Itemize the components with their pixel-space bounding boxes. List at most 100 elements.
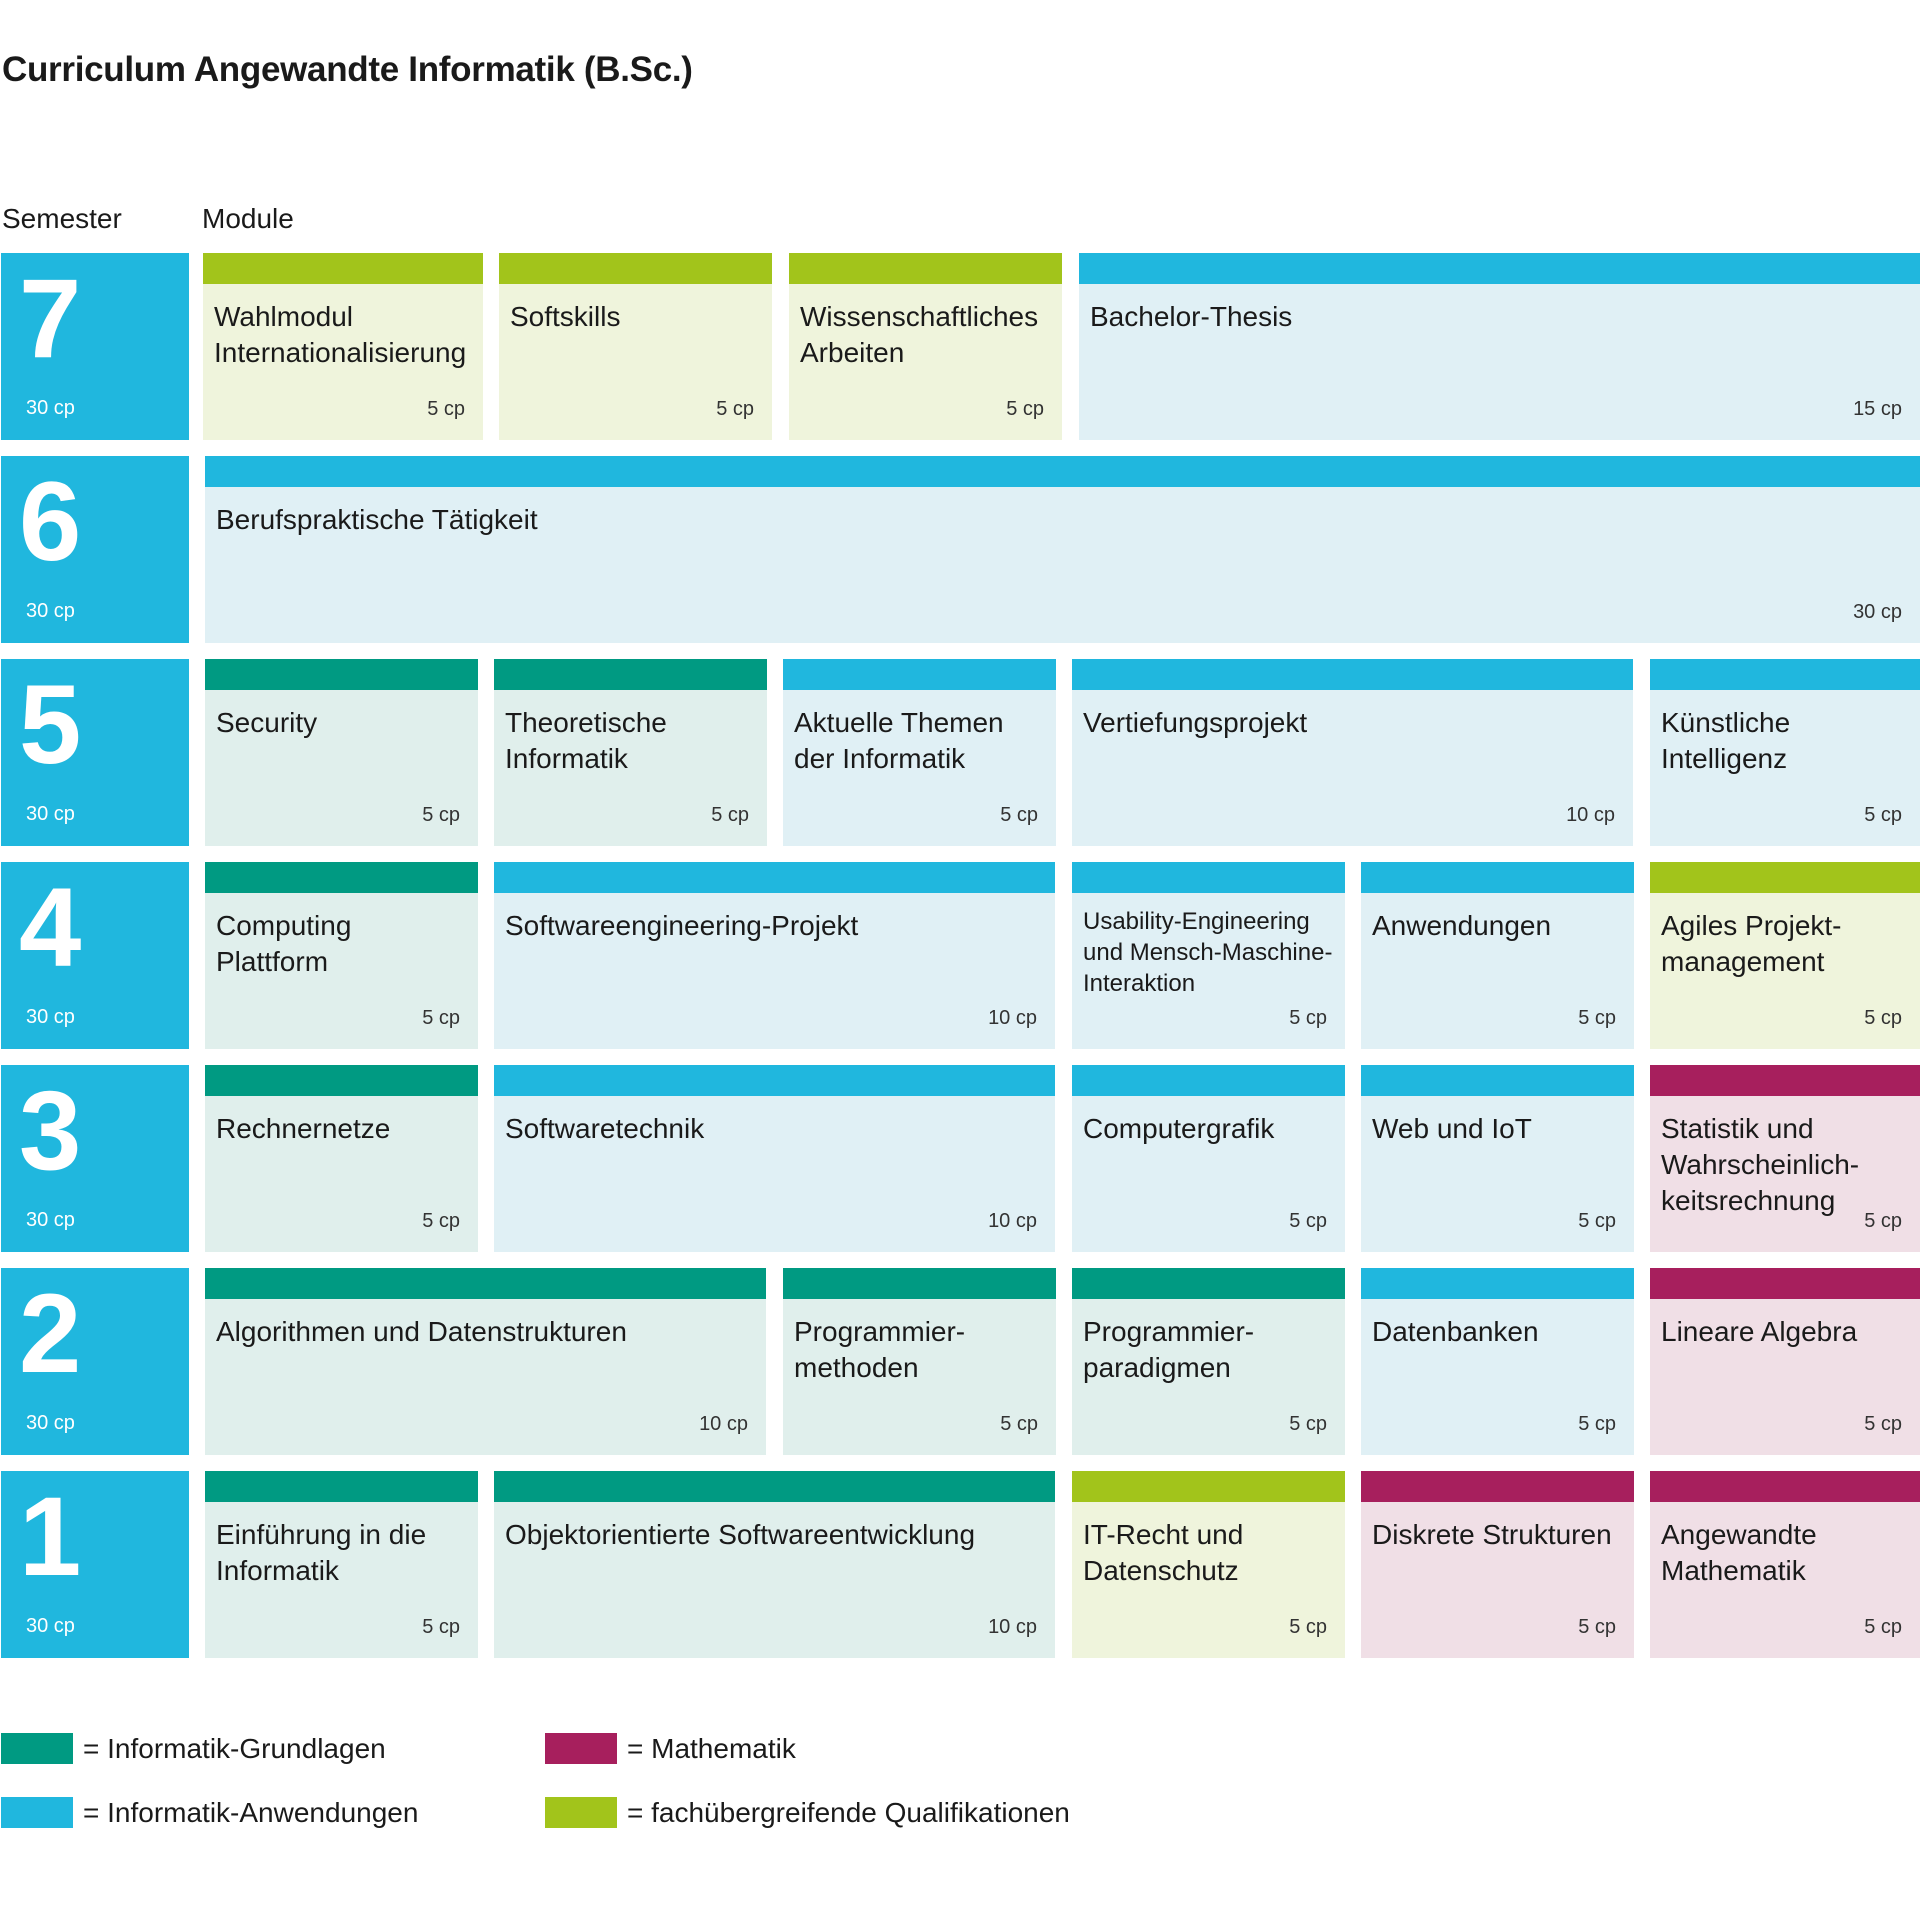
module-name: Aktuelle Themen der Informatik bbox=[794, 707, 1004, 774]
module-card: Vertiefungsprojekt 10 cp bbox=[1072, 659, 1633, 846]
legend-grundlagen: = Informatik-Grundlagen bbox=[1, 1733, 386, 1764]
semester-cp: 30 cp bbox=[26, 1615, 75, 1637]
module-cp: 5 cp bbox=[1578, 1210, 1616, 1232]
module-name: Berufspraktische Tätigkeit bbox=[216, 504, 538, 535]
module-card: Diskrete Strukturen 5 cp bbox=[1361, 1471, 1634, 1658]
module-card: Einführung in die Informatik 5 cp bbox=[205, 1471, 478, 1658]
module-name: Wahlmodul Internationalisierung bbox=[214, 301, 467, 368]
legend-mathematik: = Mathematik bbox=[545, 1733, 796, 1764]
module-name: Statistik und Wahrscheinlich-keitsrechnu… bbox=[1661, 1113, 1860, 1216]
module-name: Datenbanken bbox=[1372, 1316, 1539, 1347]
module-card: Anwendungen 5 cp bbox=[1361, 862, 1634, 1049]
module-card: Statistik und Wahrscheinlich-keitsrechnu… bbox=[1650, 1065, 1920, 1252]
module-card: Softwaretechnik 10 cp bbox=[494, 1065, 1055, 1252]
semester-tile-4: 4 30 cp bbox=[1, 862, 189, 1049]
module-name: Anwendungen bbox=[1372, 910, 1552, 941]
module-name: Angewandte Mathematik bbox=[1661, 1519, 1817, 1586]
category-bar bbox=[1650, 1065, 1920, 1096]
legend-label: = Informatik-Grundlagen bbox=[83, 1732, 386, 1764]
category-bar bbox=[205, 1065, 478, 1096]
category-bar bbox=[1072, 862, 1345, 893]
semester-cp: 30 cp bbox=[26, 1412, 75, 1434]
module-card: Softwareengineering-Projekt 10 cp bbox=[494, 862, 1055, 1049]
category-bar bbox=[494, 862, 1055, 893]
module-name: Künstliche Intelligenz bbox=[1661, 707, 1791, 774]
category-bar bbox=[783, 659, 1056, 690]
legend-label: = Mathematik bbox=[627, 1732, 796, 1764]
category-bar bbox=[1650, 1268, 1920, 1299]
legend-anwendungen: = Informatik-Anwendungen bbox=[1, 1797, 418, 1828]
legend-swatch bbox=[545, 1797, 617, 1828]
module-card: Wahlmodul Internationalisierung 5 cp bbox=[203, 253, 483, 440]
category-bar bbox=[783, 1268, 1056, 1299]
category-bar bbox=[494, 659, 767, 690]
semester-tile-3: 3 30 cp bbox=[1, 1065, 189, 1252]
module-name: Vertiefungsprojekt bbox=[1083, 707, 1308, 738]
module-name: Bachelor-Thesis bbox=[1090, 301, 1293, 332]
module-card: Objektorientierte Softwareentwicklung 10… bbox=[494, 1471, 1055, 1658]
module-card: Web und IoT 5 cp bbox=[1361, 1065, 1634, 1252]
category-bar bbox=[1361, 1065, 1634, 1096]
module-cp: 5 cp bbox=[422, 1210, 460, 1232]
semester-number: 2 bbox=[19, 1271, 82, 1396]
module-cp: 5 cp bbox=[1289, 1413, 1327, 1435]
module-cp: 5 cp bbox=[1006, 398, 1044, 420]
module-name: Objektorientierte Softwareentwicklung bbox=[505, 1519, 976, 1550]
category-bar bbox=[789, 253, 1062, 284]
category-bar bbox=[494, 1065, 1055, 1096]
semester-number: 4 bbox=[19, 865, 82, 990]
module-cp: 5 cp bbox=[1864, 1210, 1902, 1232]
module-card: Rechnernetze 5 cp bbox=[205, 1065, 478, 1252]
category-bar bbox=[1650, 659, 1920, 690]
page-title: Curriculum Angewandte Informatik (B.Sc.) bbox=[2, 50, 693, 89]
category-bar bbox=[205, 862, 478, 893]
module-cp: 5 cp bbox=[422, 1007, 460, 1029]
semester-tile-5: 5 30 cp bbox=[1, 659, 189, 846]
semester-cp: 30 cp bbox=[26, 803, 75, 825]
module-cp: 5 cp bbox=[711, 804, 749, 826]
category-bar bbox=[205, 659, 478, 690]
module-name: Diskrete Strukturen bbox=[1372, 1519, 1612, 1550]
category-bar bbox=[1361, 862, 1634, 893]
category-bar bbox=[1079, 253, 1920, 284]
module-card: Bachelor-Thesis 15 cp bbox=[1079, 253, 1920, 440]
module-card: Angewandte Mathematik 5 cp bbox=[1650, 1471, 1920, 1658]
module-card: Wissenschaftliches Arbeiten 5 cp bbox=[789, 253, 1062, 440]
module-card: Theoretische Informatik 5 cp bbox=[494, 659, 767, 846]
module-cp: 5 cp bbox=[1578, 1007, 1616, 1029]
semester-number: 5 bbox=[19, 662, 82, 787]
module-card: Computing Plattform 5 cp bbox=[205, 862, 478, 1049]
category-bar bbox=[1361, 1471, 1634, 1502]
module-card: Künstliche Intelligenz 5 cp bbox=[1650, 659, 1920, 846]
module-name: Theoretische Informatik bbox=[505, 707, 667, 774]
category-bar bbox=[1072, 659, 1633, 690]
module-cp: 5 cp bbox=[427, 398, 465, 420]
semester-number: 7 bbox=[19, 256, 82, 381]
semester-tile-7: 7 30 cp bbox=[1, 253, 189, 440]
semester-column-header: Semester bbox=[2, 203, 122, 234]
module-card: Agiles Projekt-management 5 cp bbox=[1650, 862, 1920, 1049]
category-bar bbox=[1072, 1065, 1345, 1096]
module-cp: 5 cp bbox=[1864, 1413, 1902, 1435]
module-name: Softskills bbox=[510, 301, 621, 332]
module-name: Usability-Engineering und Mensch-Maschin… bbox=[1083, 908, 1333, 997]
module-cp: 5 cp bbox=[1864, 1616, 1902, 1638]
module-cp: 5 cp bbox=[716, 398, 754, 420]
module-cp: 5 cp bbox=[422, 1616, 460, 1638]
module-name: Algorithmen und Datenstrukturen bbox=[216, 1316, 627, 1347]
module-name: Web und IoT bbox=[1372, 1113, 1532, 1144]
legend-label: = fachübergreifende Qualifikationen bbox=[627, 1796, 1070, 1828]
module-cp: 5 cp bbox=[1289, 1616, 1327, 1638]
module-name: Einführung in die Informatik bbox=[216, 1519, 427, 1586]
module-cp: 10 cp bbox=[988, 1007, 1037, 1029]
module-cp: 5 cp bbox=[1578, 1413, 1616, 1435]
legend-swatch bbox=[545, 1733, 617, 1764]
module-name: Softwaretechnik bbox=[505, 1113, 705, 1144]
category-bar bbox=[1650, 1471, 1920, 1502]
module-card: Programmier-methoden 5 cp bbox=[783, 1268, 1056, 1455]
module-cp: 5 cp bbox=[1578, 1616, 1616, 1638]
category-bar bbox=[494, 1471, 1055, 1502]
module-name: Programmier-methoden bbox=[794, 1316, 966, 1383]
module-card: Usability-Engineering und Mensch-Maschin… bbox=[1072, 862, 1345, 1049]
module-card: Algorithmen und Datenstrukturen 10 cp bbox=[205, 1268, 766, 1455]
